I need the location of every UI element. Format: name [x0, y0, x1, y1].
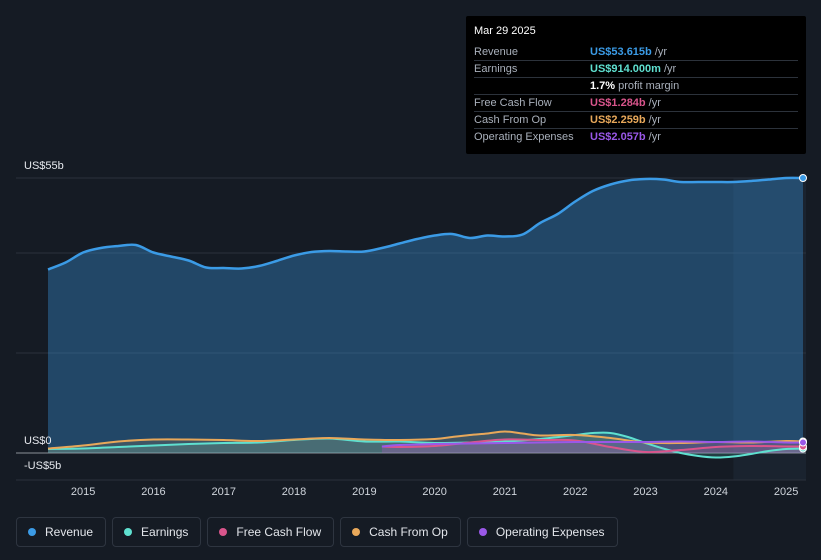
chart-legend: Revenue Earnings Free Cash Flow Cash From O… [16, 517, 618, 547]
x-tick-label: 2017 [212, 486, 236, 498]
grid-lines [16, 177, 806, 481]
x-tick-label: 2018 [282, 486, 306, 498]
operating-expenses-endpoint [799, 438, 807, 447]
legend-item-revenue[interactable]: Revenue [16, 517, 107, 547]
legend-item-free-cash-flow[interactable]: Free Cash Flow [207, 517, 335, 547]
legend-label: Earnings [141, 525, 189, 539]
series-areas [48, 177, 803, 458]
legend-label: Revenue [45, 525, 94, 539]
legend-label: Cash From Op [369, 525, 448, 539]
x-axis-ticks: 2015 2016 2017 2018 2019 2020 2021 2022 2023 2024… [71, 486, 798, 498]
operating-expenses-line [381, 440, 804, 448]
legend-label: Operating Expenses [495, 525, 605, 539]
x-tick-label: 2020 [422, 486, 446, 498]
legend-item-cash-from-op[interactable]: Cash From Op [340, 517, 461, 547]
x-tick-label: 2022 [563, 486, 587, 498]
tooltip-rows: Revenue US$53.615b/yr Earnings US$914.000m /… [474, 44, 798, 145]
legend-item-earnings[interactable]: Earnings [112, 517, 202, 547]
tooltip-row: Free Cash Flow US$1.284b/yr [474, 94, 798, 111]
data-tooltip: Mar 29 2025 Revenue US$53.615b/yr Earnings… [466, 16, 806, 154]
tooltip-row-value: US$2.259b [590, 114, 646, 126]
tooltip-row-unit: profit margin [618, 80, 680, 92]
legend-dot-icon [478, 528, 487, 536]
revenue-area [48, 177, 803, 453]
tooltip-row: Cash From Op US$2.259b/yr [474, 111, 798, 128]
tooltip-row-unit: /yr [648, 114, 661, 126]
legend-dot-icon [219, 528, 228, 536]
tooltip-row-unit: /yr [648, 97, 661, 109]
tooltip-row-label: Earnings [474, 63, 518, 75]
legend-label: Free Cash Flow [236, 525, 322, 539]
legend-dot-icon [124, 528, 133, 536]
x-tick-label: 2024 [704, 486, 728, 498]
y-axis-bottom-label: -US$5b [24, 460, 62, 472]
legend-dot-icon [28, 528, 36, 536]
tooltip-row-label: Revenue [474, 46, 519, 58]
x-tick-label: 2019 [352, 486, 376, 498]
y-axis-top-label: US$55b [24, 160, 64, 172]
x-tick-label: 2016 [141, 486, 165, 498]
tooltip-row-value: US$1.284b [590, 97, 646, 109]
tooltip-row-unit: /yr [648, 131, 661, 143]
tooltip-row: Operating Expenses US$2.057b/yr [474, 128, 798, 145]
tooltip-row-value: US$914.000m [590, 63, 661, 75]
tooltip-row-label: Cash From Op [474, 114, 547, 126]
revenue-line [47, 176, 804, 271]
series-lines [47, 176, 804, 459]
tooltip-row-value: US$2.057b [590, 131, 646, 143]
tooltip-date: Mar 29 2025 [474, 25, 536, 37]
tooltip-row-label: Free Cash Flow [474, 97, 552, 109]
x-tick-label: 2025 [774, 486, 798, 498]
tooltip-row-unit: /yr [654, 46, 667, 58]
cash-from-op-line [47, 430, 804, 450]
tooltip-row-unit: /yr [663, 63, 677, 75]
x-tick-label: 2015 [71, 486, 95, 498]
tooltip-row-label [474, 78, 590, 94]
legend-dot-icon [352, 528, 361, 536]
operating-expenses-area [381, 441, 803, 453]
tooltip-row: Earnings US$914.000m/yr [474, 60, 798, 77]
x-tick-label: 2021 [493, 486, 517, 498]
revenue-endpoint [799, 174, 807, 182]
forecast-shade [733, 178, 806, 480]
tooltip-row-value: US$53.615b [590, 46, 652, 58]
y-axis-zero-label: US$0 [24, 435, 52, 447]
x-tick-label: 2023 [633, 486, 657, 498]
free-cash-flow-line [381, 438, 804, 454]
series-endpoints [799, 174, 807, 453]
legend-item-operating-expenses[interactable]: Operating Expenses [466, 517, 618, 547]
tooltip-row-label: Operating Expenses [474, 131, 574, 143]
tooltip-row: 1.7% profit margin [474, 77, 798, 94]
tooltip-row: Revenue US$53.615b/yr [474, 44, 798, 60]
tooltip-row-value: 1.7% [590, 80, 616, 92]
